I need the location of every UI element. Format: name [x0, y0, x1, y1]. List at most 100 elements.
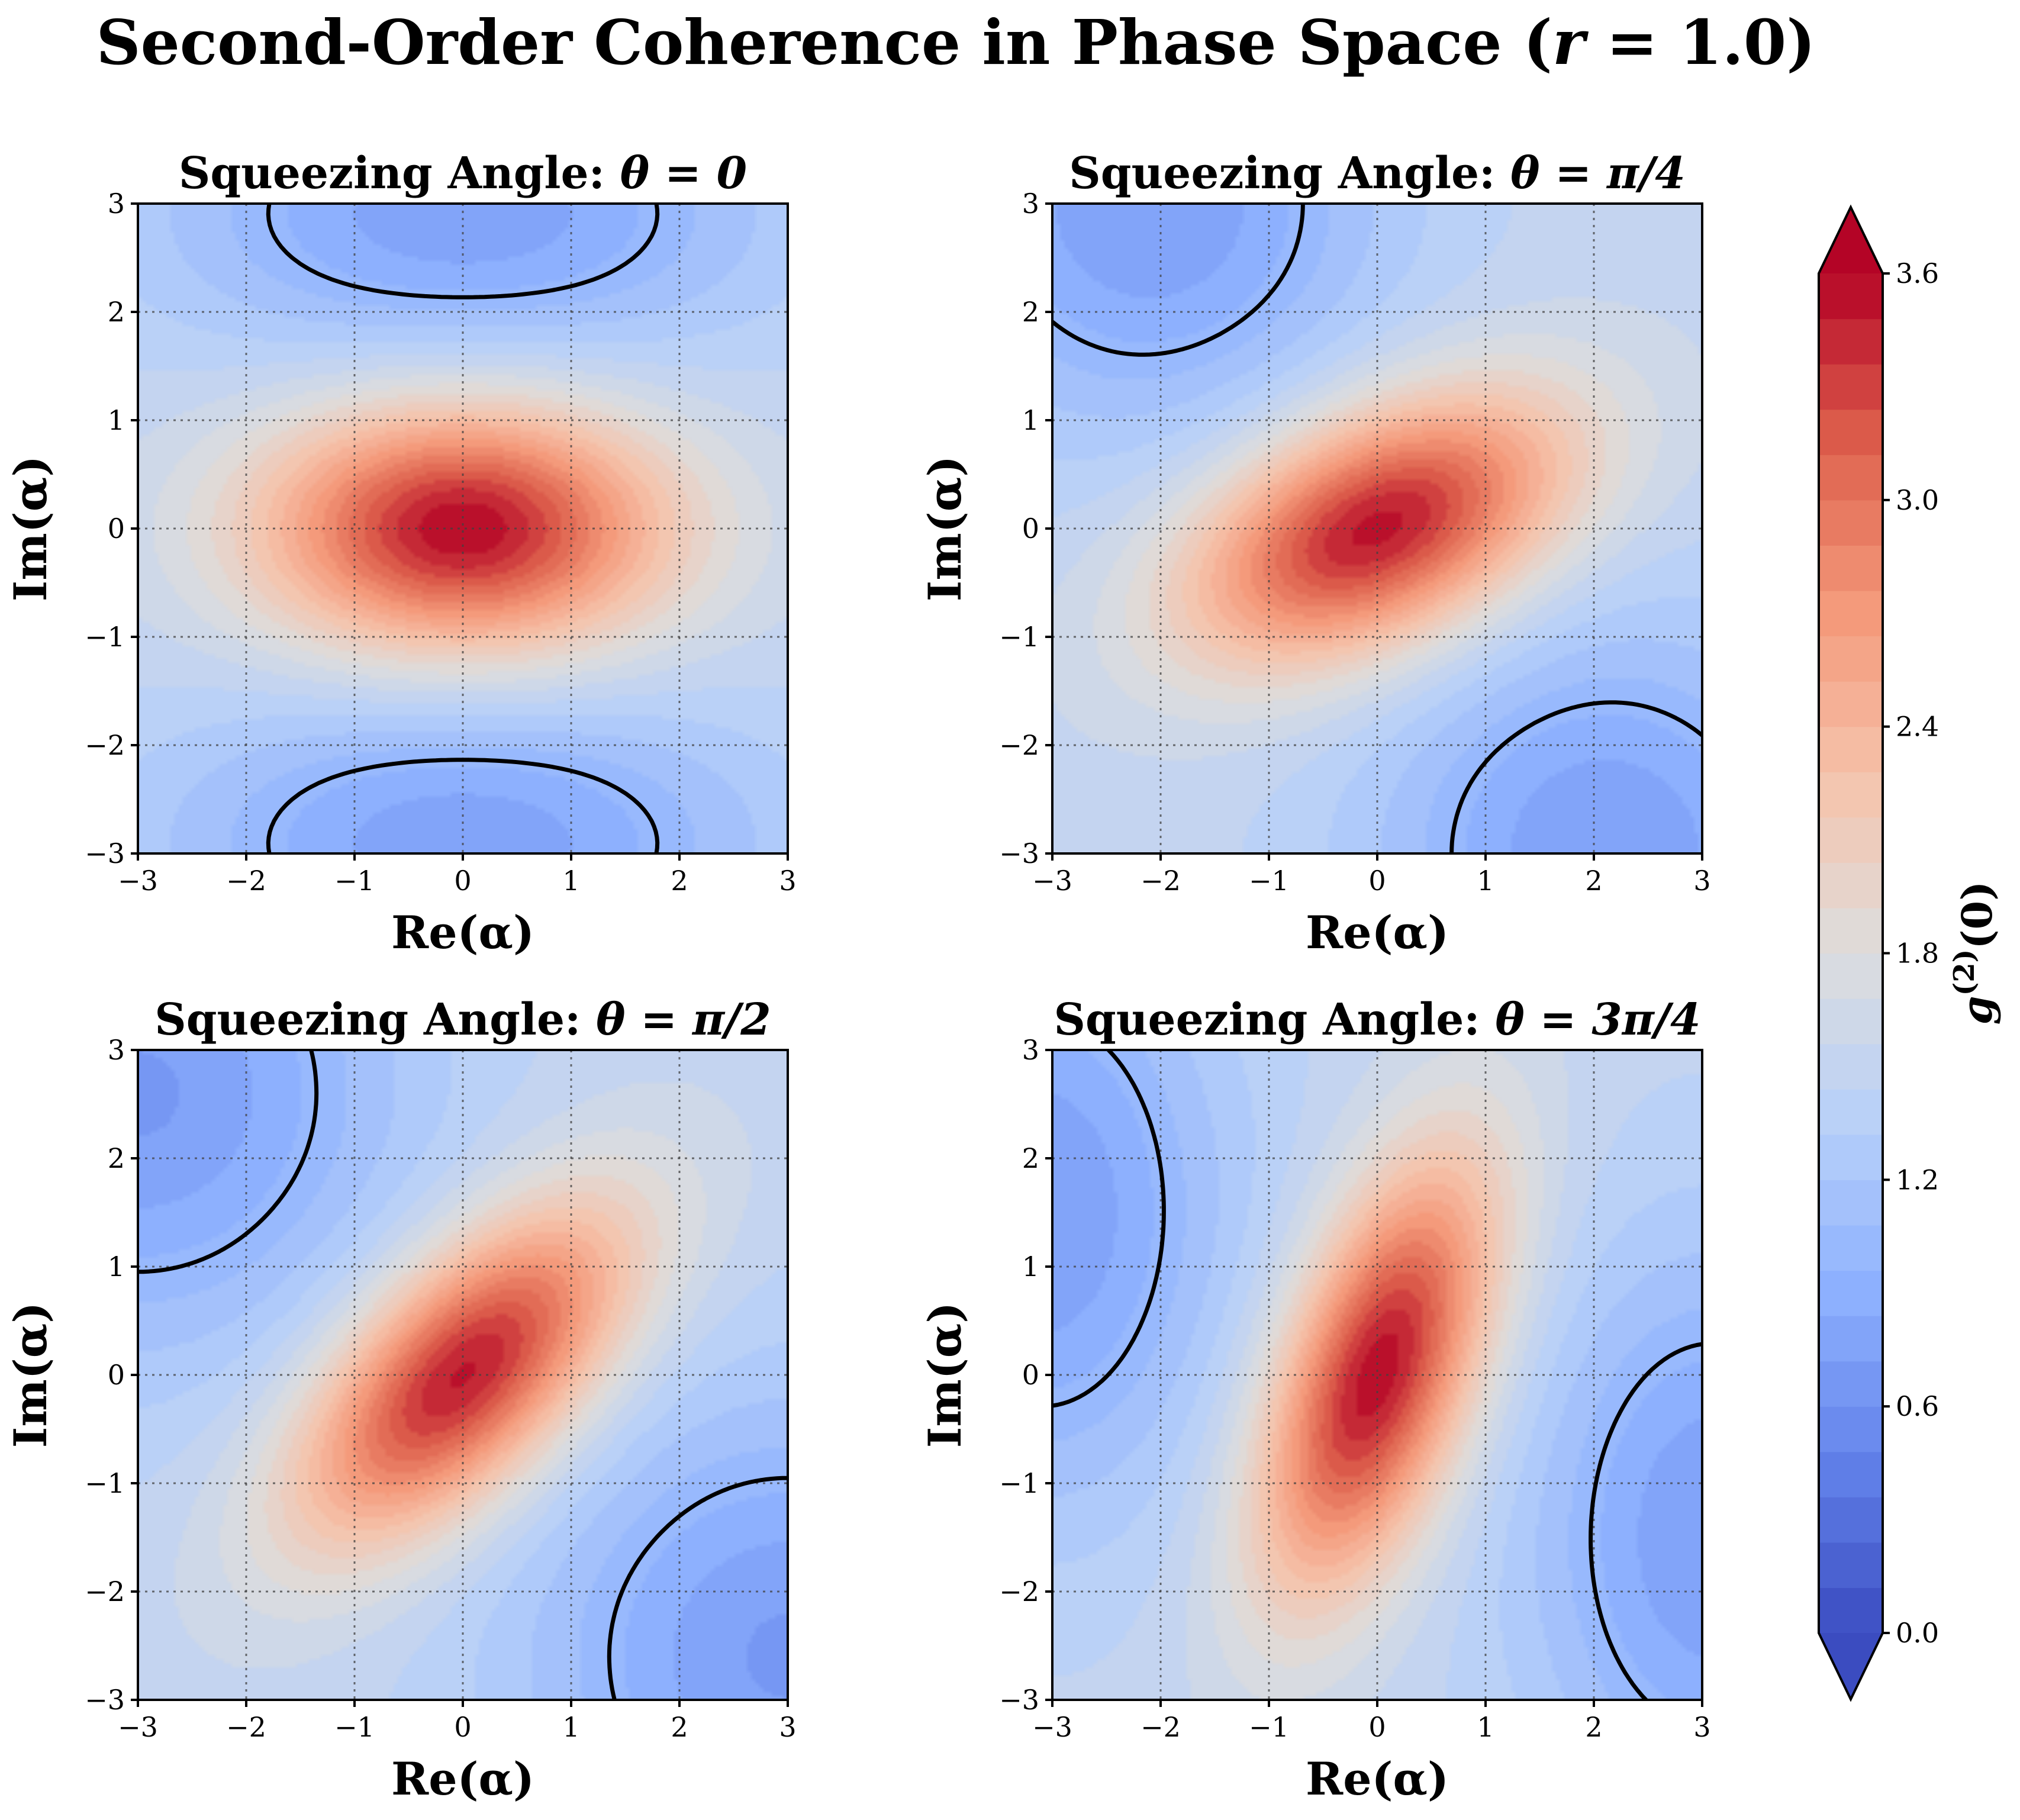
- x-tick-label: −1: [334, 865, 375, 897]
- colorbar-level: [1819, 1316, 1883, 1362]
- panel-title: Squeezing Angle: θ = π/2: [154, 994, 771, 1045]
- x-tick-label: −2: [226, 865, 266, 897]
- x-tick-label: 2: [671, 865, 688, 897]
- x-tick-label: −1: [1249, 1711, 1289, 1743]
- colorbar-level: [1819, 1225, 1883, 1271]
- y-tick-label: −3: [999, 1684, 1039, 1716]
- grid-1: [138, 204, 788, 853]
- y-tick-label: 0: [1022, 513, 1039, 545]
- colorbar-level: [1819, 409, 1883, 455]
- y-tick-label: 1: [1022, 1251, 1039, 1283]
- colorbar-level: [1819, 862, 1883, 909]
- x-tick-label: 1: [1477, 865, 1494, 897]
- colorbar-level: [1819, 1587, 1883, 1634]
- grid-3: [138, 1050, 788, 1700]
- colorbar-level: [1819, 772, 1883, 818]
- x-tick-label: −3: [118, 865, 158, 897]
- y-tick-label: 3: [108, 1034, 125, 1066]
- y-tick-label: −3: [999, 837, 1039, 869]
- colorbar-level: [1819, 590, 1883, 637]
- x-axis-label: Re(α): [391, 906, 534, 959]
- panel-3: −3 −2 −1 0 1 2 3 −3 −2 −1 0 1 2 3 Re(α) Im(α) Squeezing …: [4, 994, 797, 1805]
- panel-4: −3 −2 −1 0 1 2 3 −3 −2 −1 0 1 2 3 Re(α) Im(α) Squeezing …: [919, 994, 1711, 1805]
- heatmap-3: [138, 1050, 788, 1700]
- x-tick-label: 0: [1368, 1711, 1386, 1743]
- y-axis-label: Im(α): [4, 1302, 57, 1448]
- x-tick-label: 1: [562, 865, 579, 897]
- colorbar-level: [1819, 1134, 1883, 1180]
- x-tick-label: 3: [779, 1711, 796, 1743]
- colorbar-level: [1819, 1180, 1883, 1226]
- panel-title: Squeezing Angle: θ = 3π/4: [1054, 994, 1701, 1045]
- colorbar-level: [1819, 1497, 1883, 1543]
- colorbar-tick-label: 3.6: [1896, 257, 1939, 289]
- y-tick-label: −2: [999, 729, 1039, 761]
- x-tick-label: 0: [1368, 865, 1386, 897]
- x-tick-label: −3: [1032, 1711, 1072, 1743]
- grid-2: [1052, 204, 1702, 853]
- y-axis-label: Im(α): [919, 1302, 971, 1448]
- y-tick-label: 3: [108, 188, 125, 220]
- y-axis-label: Im(α): [919, 456, 971, 601]
- colorbar-extend-max: [1819, 207, 1883, 273]
- colorbar-extend-min: [1819, 1633, 1883, 1699]
- colorbar-level: [1819, 364, 1883, 410]
- x-axis-label: Re(α): [1306, 1753, 1449, 1805]
- panel-1: −3 −2 −1 0 1 2 3 −3 −2 −1 0 1 2 3 Re(α) Im(α) Squeezing …: [4, 148, 797, 959]
- x-tick-label: 0: [454, 1711, 471, 1743]
- y-tick-label: 0: [108, 513, 125, 545]
- x-tick-label: 0: [454, 865, 471, 897]
- x-tick-label: 2: [1585, 865, 1602, 897]
- heatmap-4: [1052, 1050, 1702, 1700]
- y-tick-label: 1: [1022, 404, 1039, 436]
- y-tick-label: 3: [1022, 1034, 1039, 1066]
- panel-title: Squeezing Angle: θ = π/4: [1069, 148, 1685, 199]
- colorbar-tick-label: 0.6: [1896, 1390, 1939, 1422]
- colorbar-level: [1819, 545, 1883, 591]
- colorbar-level: [1819, 1270, 1883, 1316]
- colorbar-level: [1819, 318, 1883, 365]
- colorbar-tick-label: 2.4: [1896, 711, 1939, 743]
- x-tick-label: −1: [334, 1711, 375, 1743]
- colorbar-level: [1819, 455, 1883, 501]
- colorbar-level: [1819, 1361, 1883, 1407]
- panel-2: −3 −2 −1 0 1 2 3 −3 −2 −1 0 1 2 3 Re(α) Im(α) Squeezing …: [919, 148, 1711, 959]
- x-tick-label: −2: [1141, 1711, 1181, 1743]
- heatmap-1: [138, 204, 788, 853]
- y-tick-label: 2: [1022, 1142, 1039, 1174]
- contour-line-4: [1052, 1050, 1702, 1700]
- colorbar-label: g(2)(0): [1948, 881, 2002, 1025]
- x-axis-label: Re(α): [1306, 906, 1449, 959]
- y-tick-label: −3: [85, 837, 125, 869]
- y-tick-label: 2: [1022, 296, 1039, 328]
- x-axis-label: Re(α): [391, 1753, 534, 1805]
- contour-line-3: [138, 1050, 788, 1700]
- contour-line-1: [266, 204, 660, 853]
- heatmap-2: [1052, 204, 1702, 853]
- panels: −3 −2 −1 0 1 2 3 −3 −2 −1 0 1 2 3 Re(α) Im(α) Squeezing …: [4, 148, 1711, 1805]
- colorbar-tick-label: 3.0: [1896, 484, 1939, 516]
- colorbar-level: [1819, 1089, 1883, 1135]
- x-tick-label: −3: [1032, 865, 1072, 897]
- colorbar-level: [1819, 1043, 1883, 1090]
- colorbar-level: [1819, 953, 1883, 999]
- contour-line-2: [1052, 204, 1702, 853]
- x-tick-label: −1: [1249, 865, 1289, 897]
- y-tick-label: 0: [108, 1359, 125, 1391]
- colorbar-level: [1819, 998, 1883, 1045]
- colorbar: 0.0 0.6 1.2 1.8 2.4 3.0 3.6 g(2)(0): [1818, 204, 2002, 1702]
- x-tick-label: 2: [671, 1711, 688, 1743]
- colorbar-level: [1819, 636, 1883, 682]
- y-tick-label: −3: [85, 1684, 125, 1716]
- x-tick-label: −2: [226, 1711, 266, 1743]
- x-tick-label: 3: [779, 865, 796, 897]
- x-tick-label: 1: [1477, 1711, 1494, 1743]
- colorbar-level: [1819, 273, 1883, 320]
- panel-title: Squeezing Angle: θ = 0: [179, 148, 747, 199]
- y-tick-label: 2: [108, 1142, 125, 1174]
- y-tick-label: −1: [85, 1467, 125, 1499]
- y-tick-label: −2: [85, 729, 125, 761]
- y-tick-label: 1: [108, 404, 125, 436]
- x-tick-label: 1: [562, 1711, 579, 1743]
